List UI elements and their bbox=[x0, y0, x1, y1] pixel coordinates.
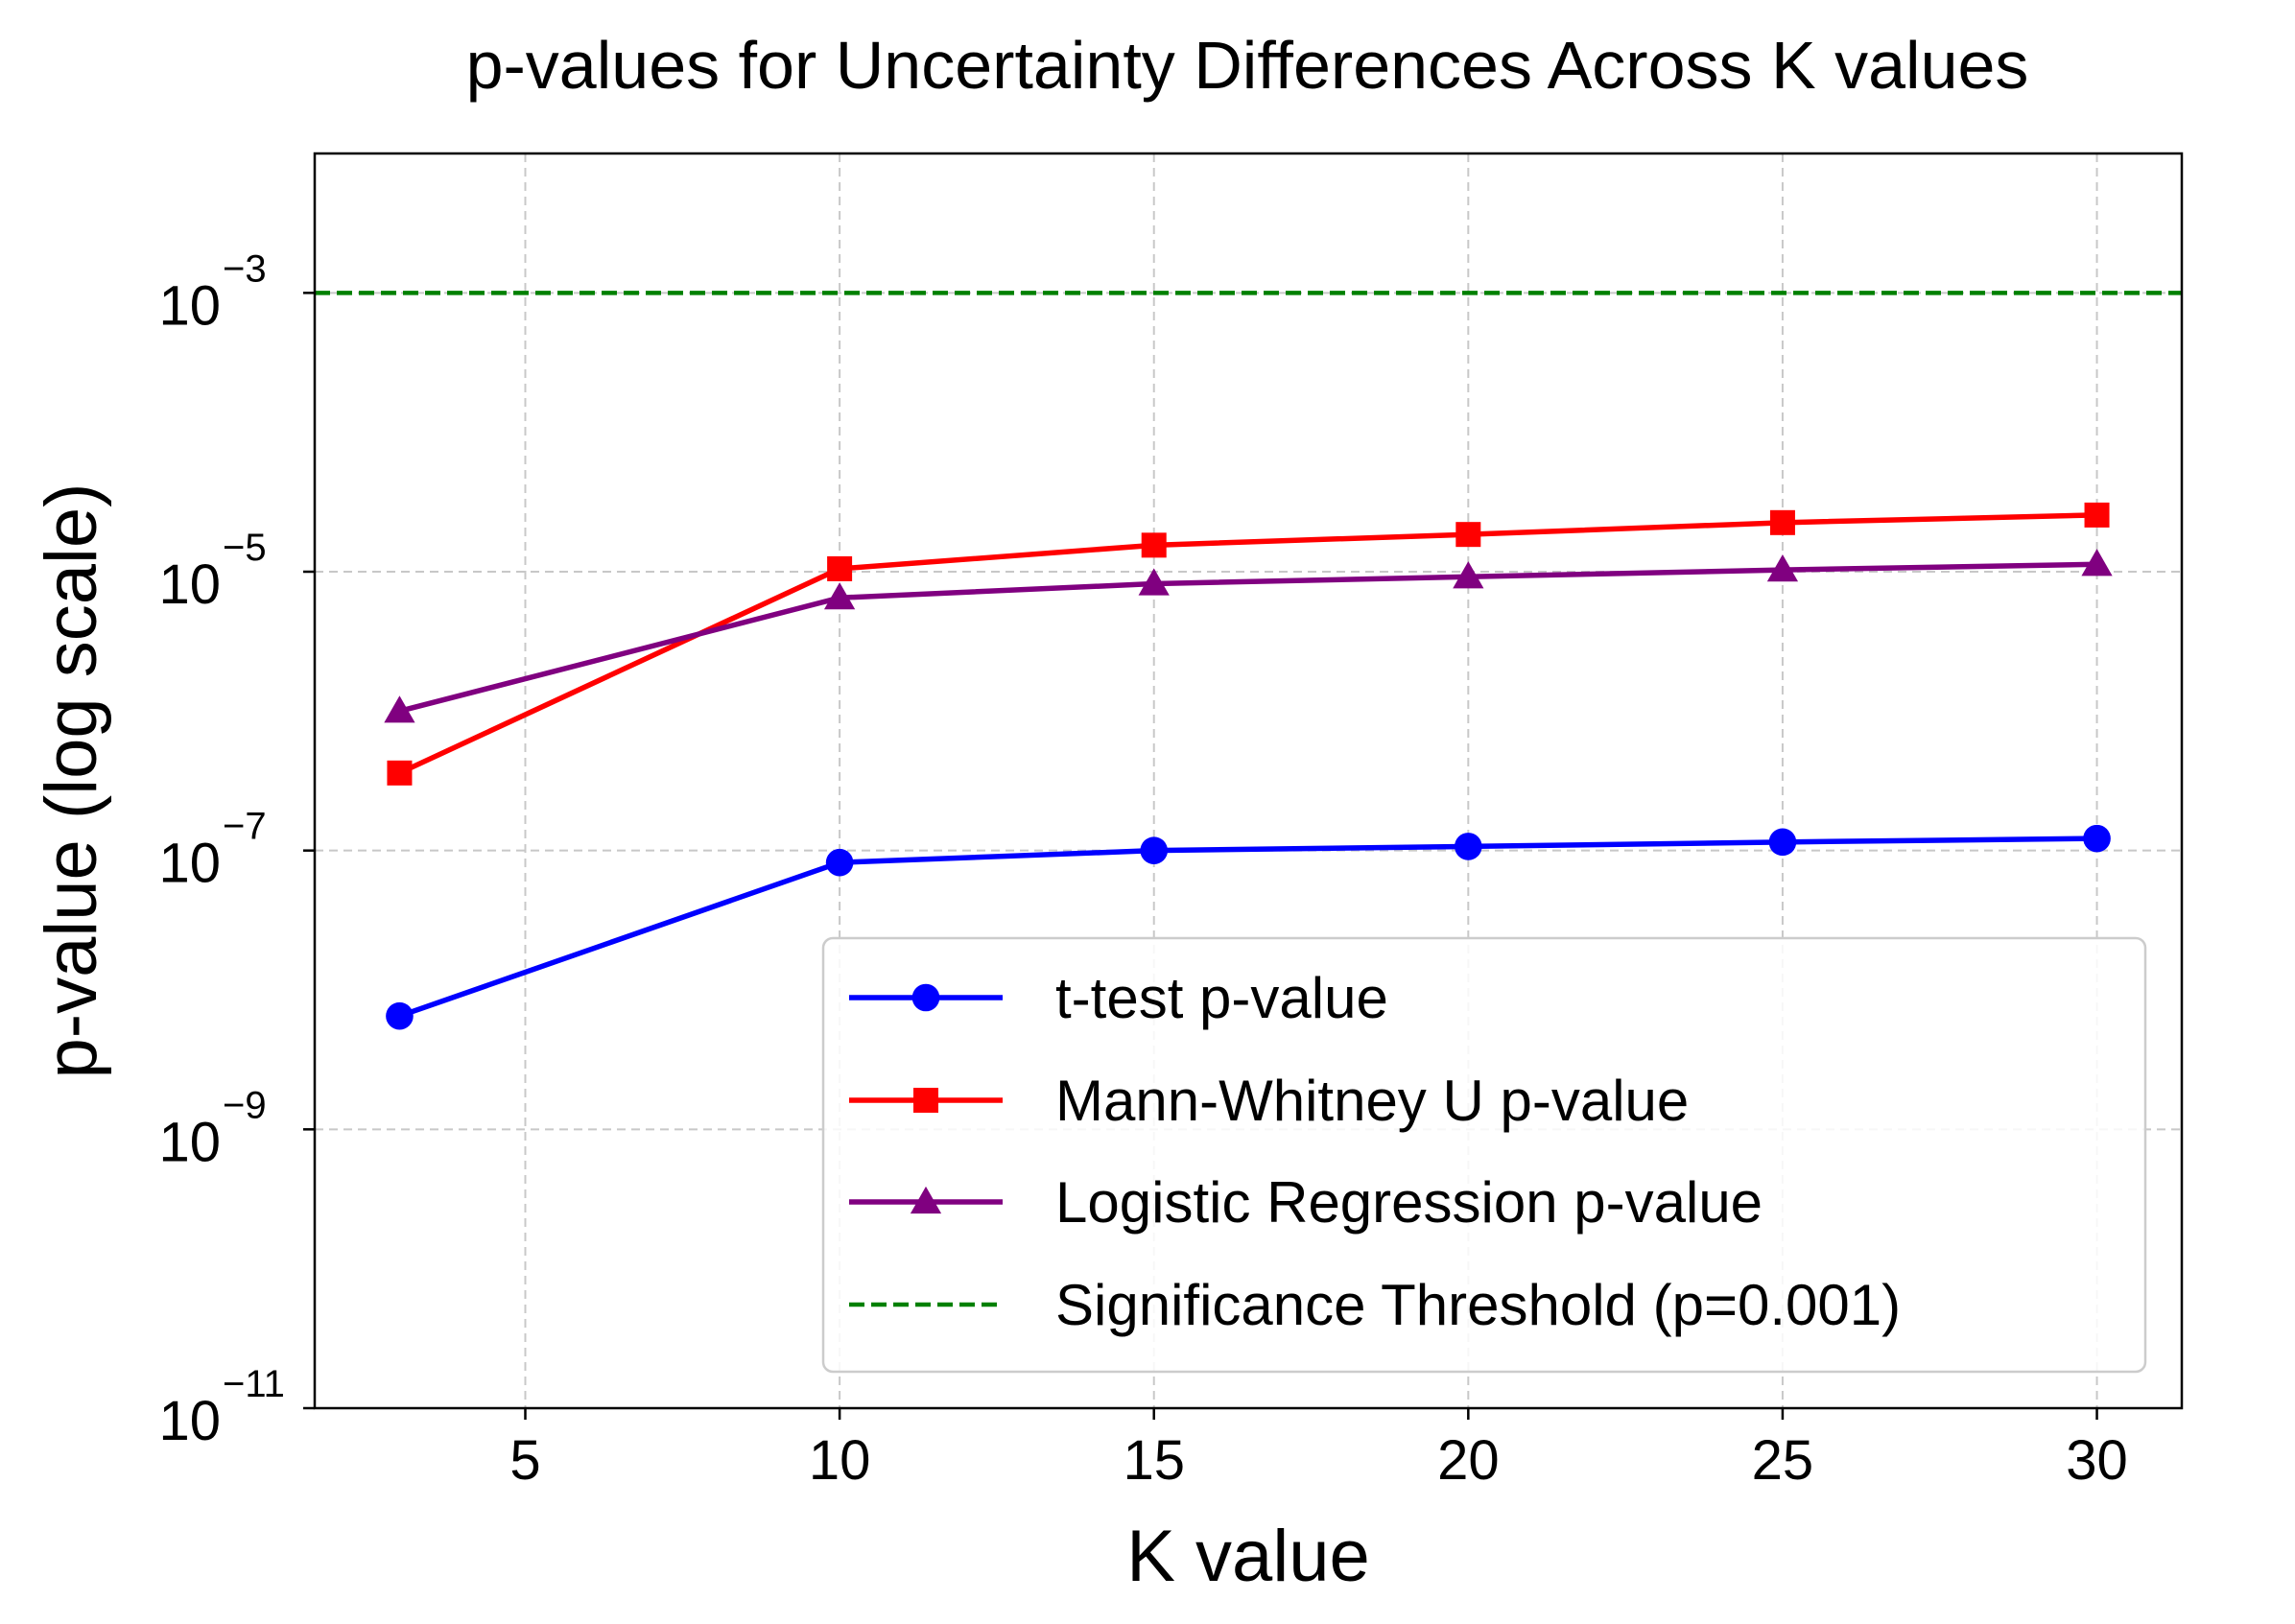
legend-marker bbox=[910, 1186, 942, 1214]
legend-label: t-test p-value bbox=[1055, 966, 1388, 1030]
y-tick-exponent: −5 bbox=[223, 527, 267, 569]
data-point bbox=[384, 695, 415, 723]
data-point bbox=[827, 555, 853, 581]
data-point bbox=[1455, 522, 1481, 548]
data-point bbox=[2083, 824, 2111, 853]
data-point bbox=[1769, 509, 1795, 535]
y-tick-exponent: −9 bbox=[223, 1084, 267, 1126]
data-point bbox=[1455, 833, 1482, 860]
x-tick-label: 30 bbox=[2066, 1429, 2128, 1492]
x-tick-label: 20 bbox=[1437, 1429, 1500, 1492]
legend-box bbox=[821, 936, 2147, 1374]
series-line bbox=[398, 512, 2097, 776]
y-tick-base: 10 bbox=[158, 1390, 221, 1452]
data-point bbox=[825, 848, 854, 877]
x-tick-label: 5 bbox=[509, 1429, 540, 1492]
series-group bbox=[384, 502, 2113, 1030]
data-point bbox=[386, 1001, 414, 1030]
y-tick-exponent: −3 bbox=[223, 247, 267, 290]
x-axis-label: K value bbox=[1126, 1516, 1370, 1597]
y-tick-label: 10−7 bbox=[158, 806, 266, 895]
legend-label: Mann-Whitney U p-value bbox=[1055, 1069, 1689, 1133]
y-tick-base: 10 bbox=[158, 553, 221, 616]
y-tick-label: 10−11 bbox=[158, 1363, 284, 1452]
plot-frame bbox=[313, 152, 2184, 1410]
y-tick-label: 10−3 bbox=[158, 247, 266, 337]
y-tick-exponent: −7 bbox=[223, 806, 267, 848]
x-axis: 5 10 15 20 25 30 bbox=[509, 1408, 2128, 1492]
data-point bbox=[387, 760, 413, 786]
y-tick-base: 10 bbox=[158, 274, 221, 337]
legend: t-test p-value Mann-Whitney U p-value Logi… bbox=[821, 936, 2147, 1374]
y-tick-base: 10 bbox=[158, 833, 221, 895]
legend-label: Logistic Regression p-value bbox=[1055, 1170, 1763, 1235]
x-tick-label: 10 bbox=[809, 1429, 871, 1492]
data-point bbox=[1453, 561, 1484, 589]
y-tick-label: 10−5 bbox=[158, 527, 266, 616]
y-tick-base: 10 bbox=[158, 1111, 221, 1173]
x-tick-label: 25 bbox=[1752, 1429, 1814, 1492]
data-point bbox=[2084, 502, 2110, 528]
data-point bbox=[1768, 828, 1797, 857]
x-tick-label: 15 bbox=[1123, 1429, 1185, 1492]
data-point bbox=[2081, 549, 2113, 577]
data-point bbox=[1766, 554, 1799, 582]
y-tick-exponent: −11 bbox=[223, 1363, 285, 1405]
series-1 bbox=[387, 502, 2110, 786]
series-line bbox=[398, 836, 2097, 1019]
legend-marker bbox=[913, 1088, 938, 1113]
series-2 bbox=[384, 549, 2113, 723]
data-point bbox=[1138, 568, 1170, 596]
y-tick-label: 10−9 bbox=[158, 1084, 266, 1173]
series-0 bbox=[386, 824, 2111, 1030]
y-axis-label: p-value (log scale) bbox=[31, 483, 112, 1079]
legend-label: Significance Threshold (p=0.001) bbox=[1055, 1273, 1901, 1337]
chart-title: p-values for Uncertainty Differences Acr… bbox=[466, 28, 2029, 103]
data-point bbox=[1140, 836, 1169, 864]
series-line bbox=[398, 561, 2097, 714]
legend-marker bbox=[911, 983, 940, 1012]
data-point bbox=[823, 582, 856, 610]
data-point bbox=[1141, 532, 1167, 558]
